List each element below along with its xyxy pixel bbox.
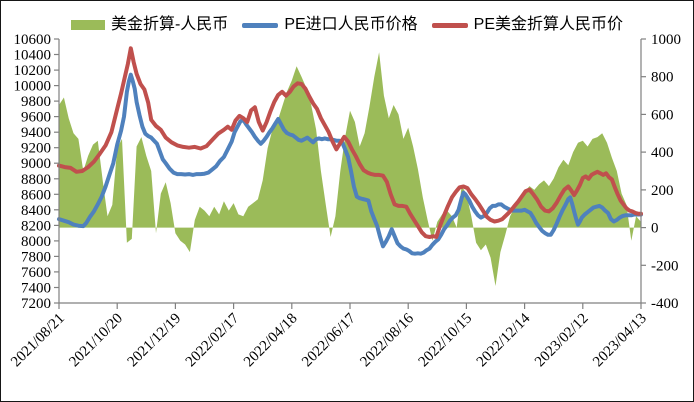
left-axis-tick-label: 9000: [21, 156, 51, 172]
left-axis-tick-label: 10400: [14, 48, 52, 64]
left-axis-tick-label: 10000: [14, 79, 52, 95]
x-axis-tick-label: 2022/10/15: [416, 311, 476, 371]
left-axis-tick-label: 8200: [21, 218, 51, 234]
left-axis-tick-label: 9800: [21, 94, 51, 110]
legend-label: PE进口人民币价格: [284, 16, 418, 33]
right-axis-tick-label: -400: [651, 296, 679, 312]
left-axis-tick-label: 9400: [21, 125, 51, 141]
left-axis-tick-label: 10600: [14, 32, 52, 48]
right-axis-tick-label: 200: [651, 183, 674, 199]
legend-line-swatch-icon: [431, 22, 468, 28]
legend-item-1[interactable]: PE进口人民币价格: [242, 16, 418, 33]
legend-line-swatch-icon: [242, 22, 279, 28]
x-axis-tick-label: 2022/12/14: [474, 310, 534, 370]
legend-label: PE美金折算人民币价: [473, 16, 624, 33]
left-axis-tick-label: 9600: [21, 110, 51, 126]
line-series-pe-import-rmb[interactable]: [57, 72, 643, 256]
line-series-pe-usd-converted[interactable]: [57, 46, 643, 239]
legend-item-2[interactable]: PE美金折算人民币价: [431, 16, 624, 33]
x-axis-tick-label: 2021/08/21: [8, 311, 68, 371]
left-axis-tick-label: 8000: [21, 234, 51, 250]
left-axis-tick-label: 10200: [14, 63, 52, 79]
right-axis-tick-label: 800: [651, 70, 674, 86]
right-axis-tick-label: 0: [651, 221, 659, 237]
legend-label: 美金折算-人民币: [110, 16, 229, 33]
x-axis-tick-label: 2022/08/16: [357, 310, 417, 370]
right-axis-tick-label: 600: [651, 107, 674, 123]
right-axis-tick-label: -200: [651, 258, 679, 274]
right-axis-tick-label: 400: [651, 145, 674, 161]
right-axis-tick-label: 1000: [651, 32, 681, 48]
left-axis-tick-label: 8600: [21, 187, 51, 203]
left-axis-tick-label: 7800: [21, 249, 51, 265]
x-axis-tick-label: 2021/12/19: [125, 311, 185, 371]
x-axis-tick-label: 2022/02/17: [183, 310, 243, 370]
left-axis-tick-label: 8400: [21, 203, 51, 219]
chart-legend: 美金折算-人民币 PE进口人民币价格 PE美金折算人民币价: [1, 13, 693, 37]
left-axis-tick-label: 8800: [21, 172, 51, 188]
x-axis-tick-label: 2022/06/17: [299, 310, 359, 370]
left-axis-tick-label: 9200: [21, 141, 51, 157]
left-axis-tick-label: 7200: [21, 296, 51, 312]
left-axis-tick-label: 7400: [21, 281, 51, 297]
legend-area-swatch-icon: [70, 20, 105, 30]
x-axis-tick-label: 2022/04/18: [241, 311, 301, 371]
left-axis-tick-label: 7600: [21, 265, 51, 281]
legend-item-0[interactable]: 美金折算-人民币: [70, 16, 229, 33]
x-axis-tick-label: 2021/10/20: [66, 311, 126, 371]
x-axis-tick-label: 2023/04/13: [590, 311, 650, 371]
x-axis-tick-label: 2023/02/12: [532, 311, 592, 371]
